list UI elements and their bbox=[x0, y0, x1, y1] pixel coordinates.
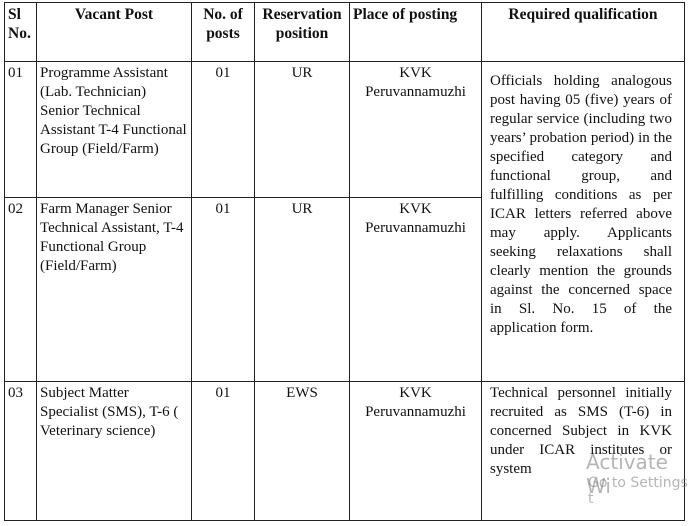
post: Programme Assistant (Lab. Technician) Se… bbox=[36, 61, 192, 198]
place: KVK Peruvannamuzhi bbox=[349, 197, 482, 382]
post: Farm Manager Senior Technical Assistant,… bbox=[36, 197, 192, 382]
watermark-title: Activate Wi bbox=[586, 450, 668, 498]
sl-no: 01 bbox=[4, 61, 37, 198]
post: Subject Matter Specialist (SMS), T-6 ( V… bbox=[36, 381, 192, 521]
sl-no: 02 bbox=[4, 197, 37, 382]
header-cell: Sl No. bbox=[4, 2, 37, 62]
qualification: Officials holding analogous post having … bbox=[481, 61, 685, 382]
watermark-subtitle: Go to Settings t bbox=[588, 475, 688, 507]
posts: 01 bbox=[191, 61, 255, 198]
place: KVK Peruvannamuzhi bbox=[349, 381, 482, 521]
place: KVK Peruvannamuzhi bbox=[349, 61, 482, 198]
vacancy-table: Sl No. Vacant Post No. of posts Reservat… bbox=[4, 2, 685, 521]
qualification: Technical personnel initially recruited … bbox=[481, 381, 685, 521]
header-cell: Required qualification bbox=[481, 2, 685, 62]
row: 01 Programme Assistant (Lab. Technician)… bbox=[4, 61, 685, 382]
reservation: UR bbox=[254, 61, 350, 198]
header-cell: No. of posts bbox=[191, 2, 255, 62]
sl-no: 03 bbox=[4, 381, 37, 521]
posts: 01 bbox=[191, 197, 255, 382]
reservation: EWS bbox=[254, 381, 350, 521]
header-cell: Place of posting bbox=[349, 2, 482, 62]
header-cell: Reservation position bbox=[254, 2, 350, 62]
header-row: Sl No. Vacant Post No. of posts Reservat… bbox=[4, 2, 685, 62]
row: 02 Farm Manager Senior Technical Assista… bbox=[4, 197, 685, 382]
posts: 01 bbox=[191, 381, 255, 521]
reservation: UR bbox=[254, 197, 350, 382]
row: 03 Subject Matter Specialist (SMS), T-6 … bbox=[4, 381, 685, 521]
header-cell: Vacant Post bbox=[36, 2, 192, 62]
